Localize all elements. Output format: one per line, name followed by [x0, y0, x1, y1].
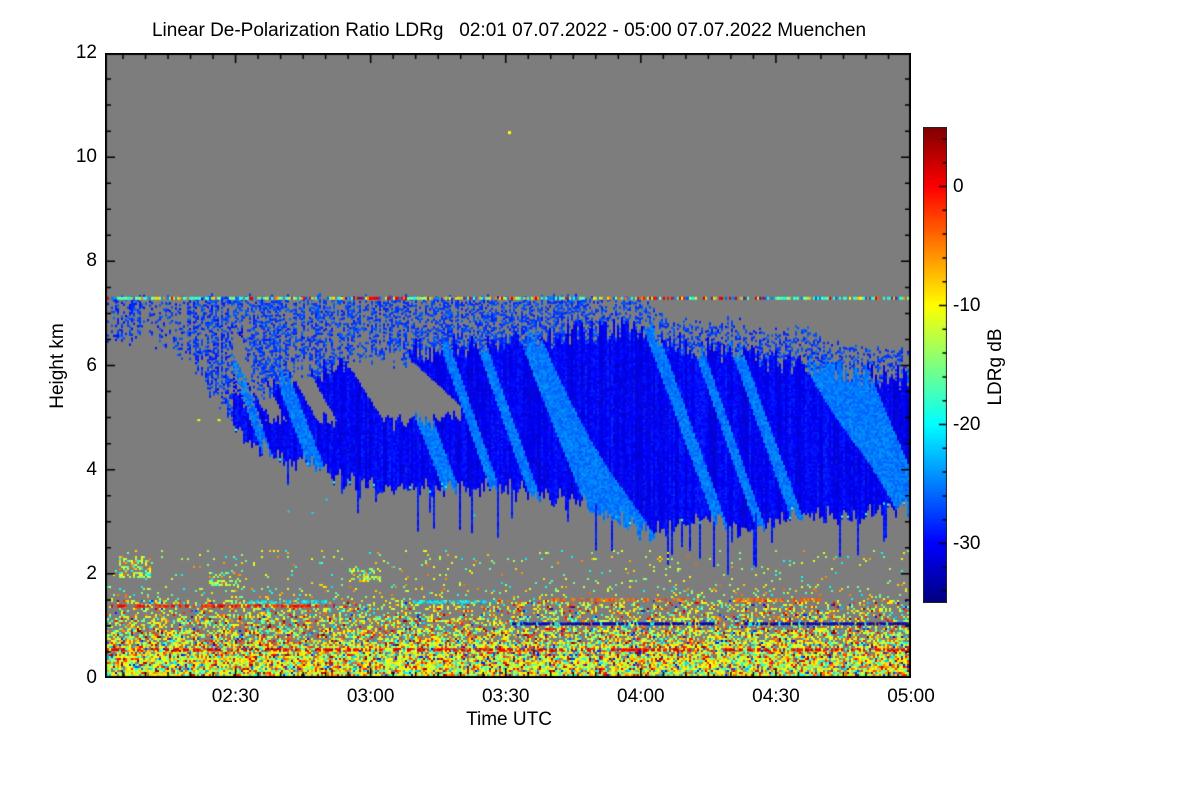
y-tick-label: 12 — [75, 42, 97, 63]
y-tick-label: 8 — [86, 250, 97, 272]
x-tick-label: 05:00 — [887, 686, 935, 707]
heatmap-canvas — [105, 53, 911, 678]
colorbar-tick-label: -10 — [953, 294, 981, 316]
colorbar-tick-label: 0 — [953, 175, 964, 197]
colorbar-tick-label: -30 — [953, 532, 981, 554]
y-tick-label: 4 — [86, 458, 97, 480]
x-tick-label: 03:00 — [346, 686, 395, 707]
plot-title: Linear De-Polarization Ratio LDRg 02:01 … — [151, 20, 867, 41]
y-tick-label: 6 — [86, 354, 97, 376]
x-axis-label: Time UTC — [466, 709, 552, 730]
y-tick-label: 10 — [75, 146, 97, 168]
x-tick-label: 04:30 — [752, 686, 800, 707]
colorbar-label: LDRg dB — [985, 328, 1006, 406]
colorbar-canvas — [923, 127, 947, 603]
x-tick-label: 03:30 — [481, 686, 530, 707]
x-tick-label: 04:00 — [617, 686, 665, 707]
colorbar-tick-label: -20 — [953, 413, 981, 435]
y-tick-label: 2 — [86, 562, 97, 584]
x-tick-label: 02:30 — [211, 686, 260, 707]
y-tick-label: 0 — [86, 667, 97, 688]
